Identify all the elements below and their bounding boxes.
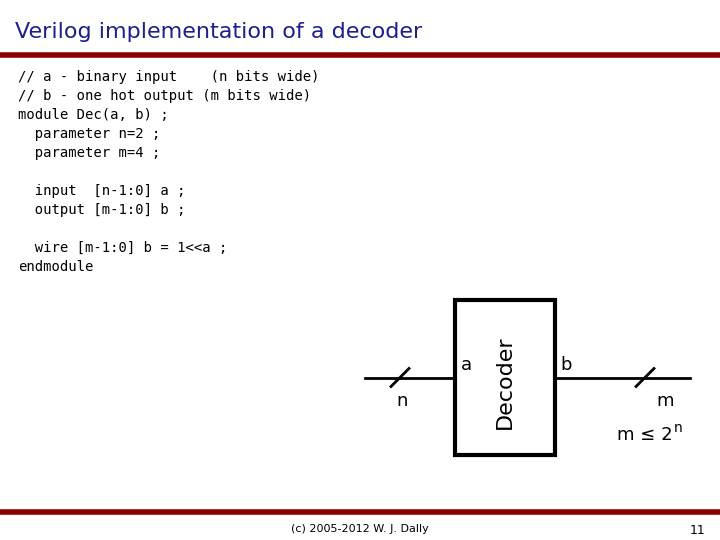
Text: parameter n=2 ;: parameter n=2 ; — [18, 127, 161, 141]
Text: output [m-1:0] b ;: output [m-1:0] b ; — [18, 203, 186, 217]
Text: (c) 2005-2012 W. J. Dally: (c) 2005-2012 W. J. Dally — [291, 524, 429, 534]
Text: Verilog implementation of a decoder: Verilog implementation of a decoder — [15, 22, 422, 42]
Text: Decoder: Decoder — [495, 336, 515, 429]
Text: 11: 11 — [689, 524, 705, 537]
Text: parameter m=4 ;: parameter m=4 ; — [18, 146, 161, 160]
Text: a: a — [461, 355, 472, 374]
Text: input  [n-1:0] a ;: input [n-1:0] a ; — [18, 184, 186, 198]
Text: b: b — [560, 355, 572, 374]
Text: // a - binary input    (n bits wide): // a - binary input (n bits wide) — [18, 70, 320, 84]
Text: // b - one hot output (m bits wide): // b - one hot output (m bits wide) — [18, 89, 311, 103]
Text: m ≤ 2: m ≤ 2 — [617, 426, 672, 443]
Bar — [455, 300, 555, 455]
Text: wire [m-1:0] b = 1<<a ;: wire [m-1:0] b = 1<<a ; — [18, 241, 228, 255]
Text: n: n — [396, 392, 408, 409]
Text: module Dec(a, b) ;: module Dec(a, b) ; — [18, 108, 168, 122]
Text: m: m — [656, 392, 674, 409]
Text: n: n — [674, 422, 683, 435]
Text: endmodule: endmodule — [18, 260, 94, 274]
